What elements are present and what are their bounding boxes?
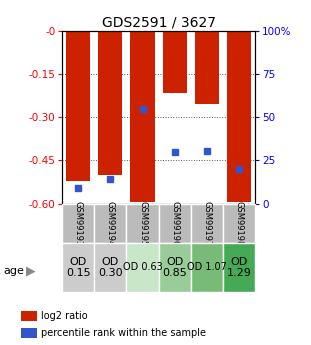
Text: GSM99193: GSM99193 [74,201,83,246]
Bar [159,204,191,243]
Text: OD
0.30: OD 0.30 [98,257,123,278]
Bar [159,243,191,292]
Bar [62,204,94,243]
Text: ▶: ▶ [26,264,36,277]
Bar [127,243,159,292]
Bar [195,31,219,104]
Text: OD
1.29: OD 1.29 [226,257,251,278]
Bar [21,328,37,338]
Bar [227,31,251,201]
Text: age: age [3,266,24,276]
Title: GDS2591 / 3627: GDS2591 / 3627 [102,16,216,30]
Bar [191,204,223,243]
Bar [21,311,37,321]
Bar [98,31,123,175]
Bar [191,243,223,292]
Bar [94,204,127,243]
Text: GSM99197: GSM99197 [202,201,211,246]
Bar [127,204,159,243]
Text: OD 0.63: OD 0.63 [123,263,162,272]
Bar [131,31,155,202]
Text: GSM99196: GSM99196 [170,201,179,246]
Text: OD
0.85: OD 0.85 [162,257,187,278]
Text: GSM99198: GSM99198 [234,201,244,246]
Text: percentile rank within the sample: percentile rank within the sample [41,328,206,338]
Bar [62,243,94,292]
Bar [94,243,127,292]
Bar [66,31,90,180]
Bar [223,243,255,292]
Text: GSM99195: GSM99195 [138,201,147,246]
Text: OD 1.07: OD 1.07 [187,263,227,272]
Text: GSM99194: GSM99194 [106,201,115,246]
Text: log2 ratio: log2 ratio [41,311,87,321]
Text: OD
0.15: OD 0.15 [66,257,91,278]
Bar [163,31,187,93]
Bar [223,204,255,243]
